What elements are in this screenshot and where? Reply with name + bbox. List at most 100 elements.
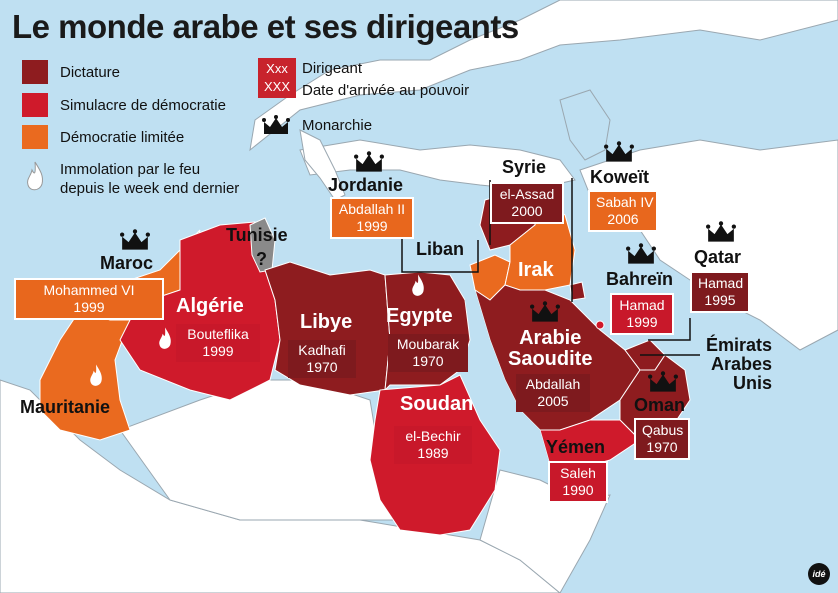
year-koweit: 2006 (607, 211, 639, 227)
crown-icon-maroc (120, 229, 150, 250)
year-soudan: 1989 (417, 445, 449, 461)
legend-dictature-label: Dictature (60, 63, 121, 81)
page-title: Le monde arabe et ses dirigeants (12, 8, 519, 45)
year-bahrein: 1999 (626, 314, 658, 330)
leader-bahrein: Hamad (619, 297, 665, 313)
legend-date: Date d'arrivée au pouvoir (302, 82, 469, 99)
crown-icon (262, 115, 290, 134)
leader-libye: Kadhafi (298, 342, 346, 358)
label-oman: Oman (634, 395, 686, 415)
legend-dirigeant: Dirigeant (302, 60, 362, 77)
year-arabie: 2005 (537, 393, 569, 409)
leader-box-soudan: el-Bechir 1989 (394, 426, 472, 464)
year-libye: 1970 (306, 359, 338, 375)
legend-monarchie: Monarchie (262, 114, 372, 136)
leader-box-qatar: Hamad 1995 (690, 271, 750, 313)
leader-box-arabie: Abdallah 2005 (516, 374, 590, 412)
crown-icon-bahrein (626, 243, 656, 264)
line-liban (401, 236, 479, 273)
leader-jordanie: Abdallah II (338, 201, 406, 217)
label-liban: Liban (416, 239, 464, 259)
line-qatar (648, 318, 691, 341)
legend-dictature: Dictature (22, 60, 120, 84)
legend-simulacre: Simulacre de démocratie (22, 93, 226, 117)
leader-box-egypte: Moubarak 1970 (388, 334, 468, 372)
year-jordanie: 1999 (356, 218, 388, 234)
year-egypte: 1970 (412, 353, 444, 369)
leader-box-yemen: Saleh 1990 (548, 461, 608, 503)
label-egypte: Egypte (386, 305, 453, 327)
label-libye: Libye (300, 311, 353, 333)
label-irak: Irak (518, 259, 554, 281)
flame-icon-algerie (159, 327, 171, 349)
leader-box-syrie: el-Assad 2000 (490, 182, 564, 224)
leader-soudan: el-Bechir (405, 428, 461, 444)
leader-box-jordanie: Abdallah II 1999 (330, 197, 414, 239)
swatch-dictature (22, 60, 48, 84)
label-soudan: Soudan (400, 393, 474, 415)
crown-icon-koweit (604, 141, 634, 162)
leader-algerie: Bouteflika (187, 326, 249, 342)
label-koweit: Koweït (590, 167, 650, 187)
legend-simulacre-label: Simulacre de démocratie (60, 96, 226, 114)
legend-date-label: Date d'arrivée au pouvoir (302, 82, 470, 99)
label-tunisie-unknown: ? (256, 249, 267, 269)
leader-box-oman: Qabus 1970 (634, 418, 690, 460)
label-jordanie: Jordanie (328, 175, 404, 195)
leader-box-koweit: Sabah IV 2006 (588, 190, 658, 232)
legend-limitee: Démocratie limitée (22, 125, 184, 149)
publisher-logo: idé (808, 563, 830, 585)
label-syrie: Syrie (502, 157, 547, 177)
legend-immolation-label: Immolation par le feu depuis le week end… (60, 161, 240, 197)
flame-icon (27, 161, 43, 191)
flame-icon-mauritanie (90, 364, 102, 386)
year-maroc: 1999 (73, 299, 105, 315)
label-yemen: Yémen (546, 437, 606, 457)
bahrein-dot (595, 320, 605, 330)
leader-box-libye: Kadhafi 1970 (288, 340, 356, 378)
land-europe (249, 0, 838, 152)
crown-icon-arabie (530, 301, 560, 322)
crown-icon-qatar (706, 221, 736, 242)
flame-icon-egypte (412, 274, 424, 296)
leader-koweit: Sabah IV (596, 194, 654, 210)
label-bahrein: Bahreïn (606, 269, 674, 289)
label-algerie: Algérie (176, 295, 244, 317)
legend-immolation: Immolation par le feu depuis le week end… (22, 160, 239, 198)
leader-box-bahrein: Hamad 1999 (610, 293, 674, 335)
crown-icon-jordanie (354, 151, 384, 172)
leader-maroc: Mohammed VI (43, 282, 135, 298)
label-emirats: Émirats Arabes Unis (706, 335, 773, 393)
sea-red (465, 290, 550, 470)
land-caspian (559, 89, 611, 161)
year-syrie: 2000 (511, 203, 543, 219)
legend-limitee-label: Démocratie limitée (60, 128, 185, 146)
legend-leader-box: Xxx XXX (258, 58, 296, 98)
label-tunisie: Tunisie (226, 225, 288, 245)
year-qatar: 1995 (704, 292, 736, 308)
legend-leader-top: Xxx (266, 61, 288, 76)
region-mauritanie (39, 309, 131, 441)
leader-box-algerie: Bouteflika 1999 (176, 324, 260, 362)
label-maroc: Maroc (100, 253, 154, 273)
swatch-simulacre (22, 93, 48, 117)
leader-box-maroc: Mohammed VI 1999 (14, 278, 164, 320)
swatch-limitee (22, 125, 48, 149)
leader-yemen: Saleh (560, 465, 596, 481)
leader-egypte: Moubarak (396, 336, 460, 352)
label-mauritanie: Mauritanie (20, 397, 111, 417)
label-arabie: Arabie Saoudite (508, 327, 593, 370)
leader-oman: Qabus (642, 422, 684, 438)
label-qatar: Qatar (694, 247, 742, 267)
legend-leader-bottom: XXX (263, 79, 290, 94)
leader-qatar: Hamad (698, 275, 744, 291)
year-oman: 1970 (646, 439, 678, 455)
year-algerie: 1999 (202, 343, 234, 359)
crown-icon-oman (648, 371, 678, 392)
legend-dirigeant-label: Dirigeant (302, 60, 363, 77)
leader-arabie: Abdallah (525, 376, 581, 392)
leader-syrie: el-Assad (499, 186, 555, 202)
legend-monarchie-label: Monarchie (302, 116, 373, 134)
year-yemen: 1990 (562, 482, 594, 498)
